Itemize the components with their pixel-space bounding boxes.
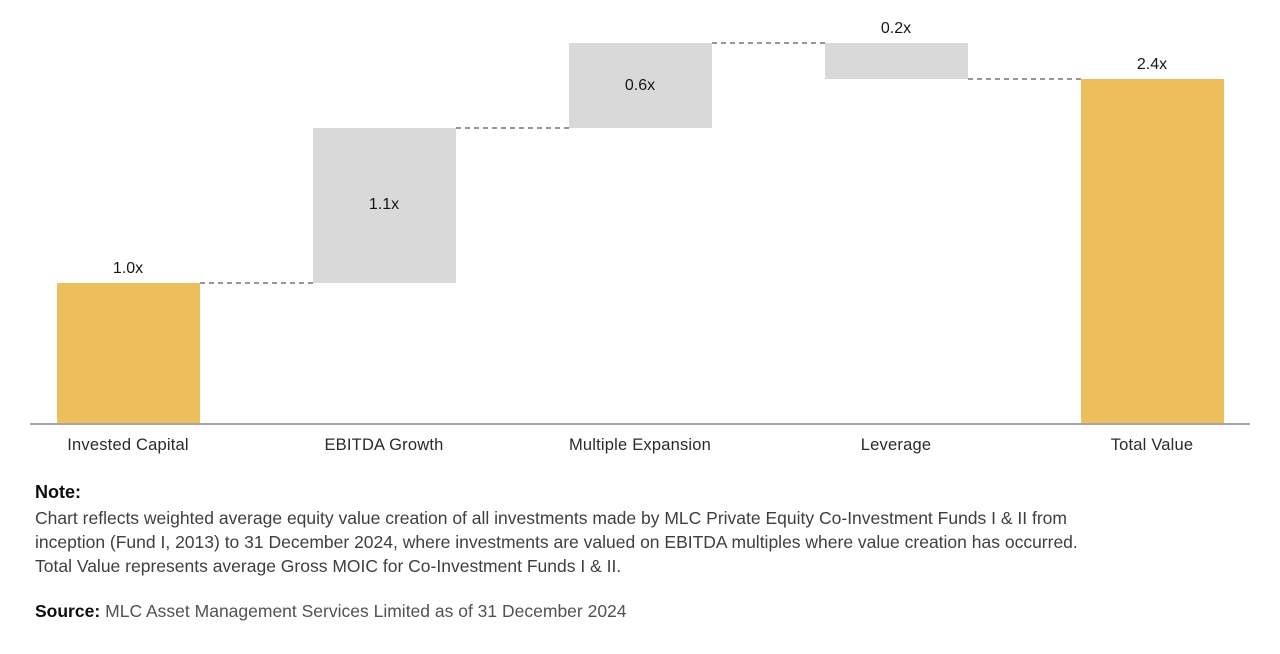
bar-leverage (824, 43, 968, 79)
note-line: Chart reflects weighted average equity v… (35, 508, 1067, 528)
bar-invested-capital (56, 283, 200, 424)
value-label-multiple-expansion: 0.6x (624, 76, 656, 94)
note-body: Chart reflects weighted average equity v… (35, 506, 1247, 578)
bar-multiple-expansion (568, 43, 712, 128)
bar-ebitda-growth (312, 127, 456, 283)
footnotes: Note: Chart reflects weighted average eq… (0, 470, 1280, 622)
source-label: Source: (35, 601, 101, 621)
value-label-ebitda-growth: 1.1x (368, 196, 400, 214)
x-axis-line (30, 423, 1250, 425)
value-label-leverage: 0.2x (880, 20, 912, 38)
waterfall-chart: 1.0x Invested Capital 1.1x EBITDA Growth 0.6… (30, 20, 1250, 454)
value-label-total-value: 2.4x (1136, 55, 1168, 73)
connector-multiple-expansion-to-leverage (711, 42, 825, 45)
category-label-multiple-expansion: Multiple Expansion (568, 436, 712, 454)
category-label-leverage: Leverage (860, 436, 932, 454)
source-line: Source: MLC Asset Management Services Lim… (35, 601, 1247, 622)
connector-leverage-to-total-value (967, 77, 1081, 80)
note-line: Total Value represents average Gross MOI… (35, 556, 622, 576)
connector-invested-capital-to-ebitda-growth (199, 282, 313, 284)
category-label-total-value: Total Value (1110, 436, 1194, 454)
connector-ebitda-growth-to-multiple-expansion (455, 126, 569, 129)
category-label-invested-capital: Invested Capital (67, 436, 189, 454)
note-line: inception (Fund I, 2013) to 31 December … (35, 532, 1078, 552)
value-label-invested-capital: 1.0x (112, 260, 144, 277)
source-text: MLC Asset Management Services Limited as… (105, 601, 627, 621)
note-title: Note: (35, 482, 81, 502)
bar-total-value (1080, 78, 1224, 424)
category-label-ebitda-growth: EBITDA Growth (324, 436, 444, 454)
